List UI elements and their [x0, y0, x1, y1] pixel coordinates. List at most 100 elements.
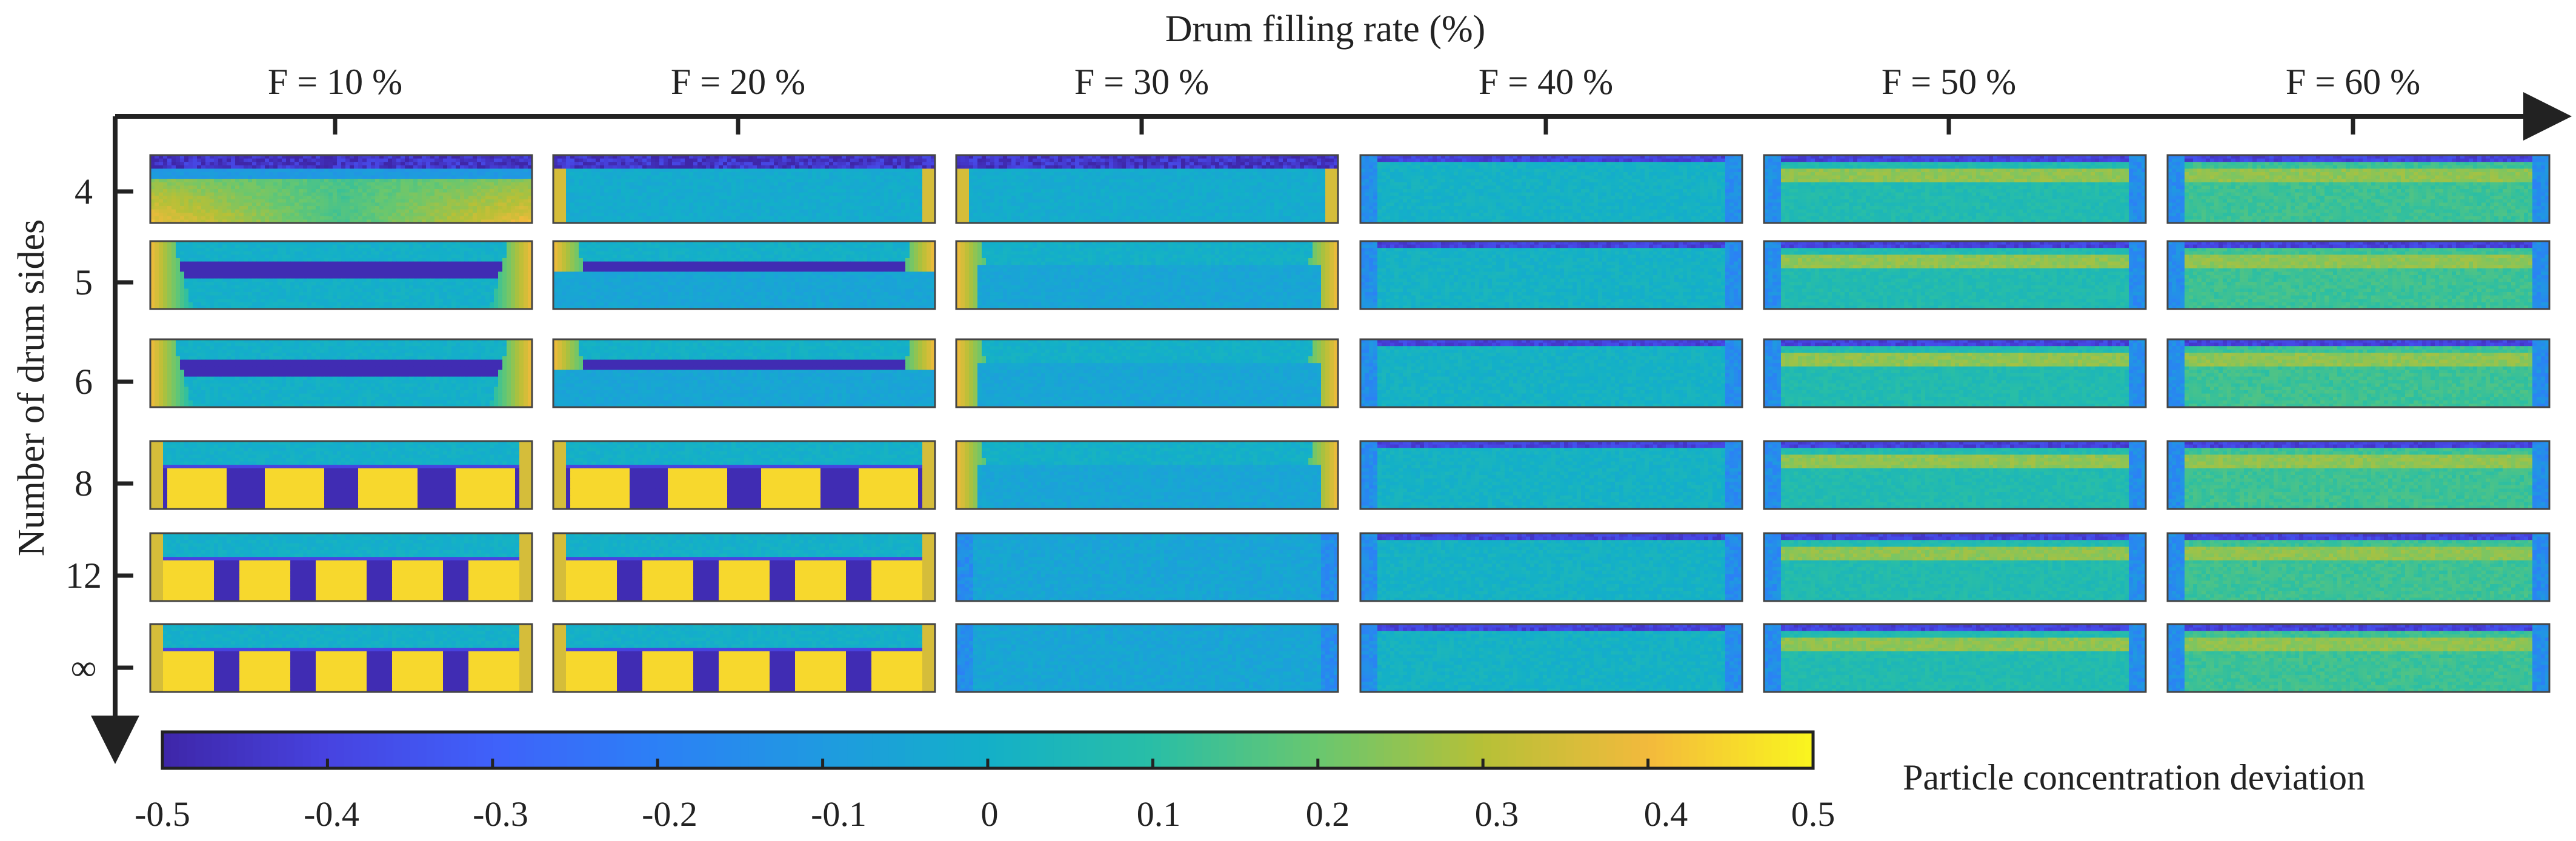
- heatmap-cell: [464, 159, 469, 162]
- heatmap-cell: [524, 168, 528, 172]
- heatmap-cell: [261, 159, 265, 162]
- heatmap-cell: [320, 168, 325, 172]
- heatmap-cell: [341, 168, 346, 172]
- heatmap-cell: [507, 162, 511, 165]
- heatmap-cell: [239, 159, 244, 162]
- heatmap-cell: [430, 162, 435, 165]
- heatmap-cell: [413, 165, 418, 169]
- heatmap-cell: [273, 168, 278, 172]
- heatmap-cell: [490, 168, 494, 172]
- column-label: F = 50 %: [1882, 62, 2016, 102]
- heatmap-cell: [371, 172, 376, 176]
- heatmap-cell: [409, 159, 414, 162]
- heatmap-cell: [244, 168, 248, 172]
- heatmap-cell: [295, 159, 299, 162]
- heatmap-cell: [273, 172, 278, 176]
- heatmap-cell: [456, 168, 461, 172]
- heatmap-cell: [159, 172, 164, 176]
- heatmap-cell: [167, 165, 172, 169]
- row-label: 12: [65, 556, 102, 596]
- heatmap-cell: [367, 172, 371, 176]
- heatmap-cell: [405, 165, 410, 169]
- heatmap-cell: [418, 165, 422, 169]
- heatmap-cell: [188, 165, 193, 169]
- heatmap-cell: [218, 165, 223, 169]
- heatmap-cell: [210, 162, 215, 165]
- heatmap-cell: [201, 162, 206, 165]
- heatmap-cell: [218, 162, 223, 165]
- heatmap-cell: [235, 172, 240, 176]
- heatmap-cell: [307, 172, 312, 176]
- heatmap-cell: [227, 168, 231, 172]
- heatmap-cell: [235, 162, 240, 165]
- heatmap-cell: [434, 168, 439, 172]
- row-label: 5: [75, 262, 93, 302]
- heatmap-cell: [282, 168, 287, 172]
- heatmap-cell: [273, 162, 278, 165]
- heatmap-cell: [235, 159, 240, 162]
- heatmap-cell: [155, 168, 159, 172]
- heatmap-cell: [328, 159, 333, 162]
- heatmap-cell: [358, 162, 363, 165]
- heatmap-cell: [184, 159, 189, 162]
- heatmap-cell: [434, 159, 439, 162]
- heatmap-cell: [163, 172, 168, 176]
- heatmap-cell: [447, 162, 452, 165]
- heatmap-cell: [159, 168, 164, 172]
- heatmap-cell: [311, 165, 316, 169]
- heatmap-cell: [201, 159, 206, 162]
- heatmap-cell: [345, 165, 350, 169]
- heatmap-cell: [256, 172, 261, 176]
- heatmap-cell: [485, 165, 490, 169]
- heatmap-cell: [409, 172, 414, 176]
- heatmap-cell: [451, 165, 456, 169]
- heatmap-cell: [290, 172, 295, 176]
- heatmap-cell: [511, 162, 516, 165]
- column-ticks: [335, 116, 2353, 135]
- row-label: 8: [75, 464, 93, 504]
- heatmap-cell: [231, 168, 236, 172]
- heatmap-cell: [290, 168, 295, 172]
- heatmap-cell: [324, 165, 329, 169]
- heatmap-cell: [248, 159, 253, 162]
- heatmap-cell: [418, 168, 422, 172]
- heatmap-cell: [261, 168, 265, 172]
- heatmap-cell: [485, 168, 490, 172]
- heatmap-cell: [295, 168, 299, 172]
- heatmap-cell: [405, 168, 410, 172]
- heatmap-cell: [295, 162, 299, 165]
- heatmap-cell: [244, 172, 248, 176]
- heatmap-cell: [426, 172, 431, 176]
- heatmap-cell: [460, 159, 465, 162]
- heatmap-cell: [494, 159, 499, 162]
- heatmap-cell: [227, 159, 231, 162]
- chart-title: Drum filling rate (%): [1165, 8, 1486, 50]
- heatmap-cell: [299, 162, 304, 165]
- heatmap-cell: [316, 168, 321, 172]
- heatmap-cell: [350, 162, 354, 165]
- heatmap-cell: [269, 165, 274, 169]
- heatmap-cell: [239, 172, 244, 176]
- heatmap-cell: [439, 162, 444, 165]
- heatmap-cell: [401, 162, 405, 165]
- heatmap-cell: [235, 165, 240, 169]
- heatmap-cell: [210, 172, 215, 176]
- heatmap-cell: [155, 162, 159, 165]
- heatmap-cell: [269, 168, 274, 172]
- heatmap-cell: [201, 165, 206, 169]
- heatmap-cell: [316, 159, 321, 162]
- heatmap-cell: [261, 172, 265, 176]
- heatmap-cell: [405, 159, 410, 162]
- heatmap-cell: [451, 162, 456, 165]
- heatmap-cell: [193, 162, 198, 165]
- heatmap-cell: [269, 162, 274, 165]
- heatmap-cell: [350, 165, 354, 169]
- heatmap-cell: [464, 165, 469, 169]
- heatmap-cell: [324, 162, 329, 165]
- heatmap-cell: [214, 162, 219, 165]
- heatmap-cell: [396, 165, 401, 169]
- heatmap-cell: [375, 172, 380, 176]
- heatmap-cell: [303, 159, 308, 162]
- heatmap-cell: [269, 159, 274, 162]
- heatmap-cell: [511, 168, 516, 172]
